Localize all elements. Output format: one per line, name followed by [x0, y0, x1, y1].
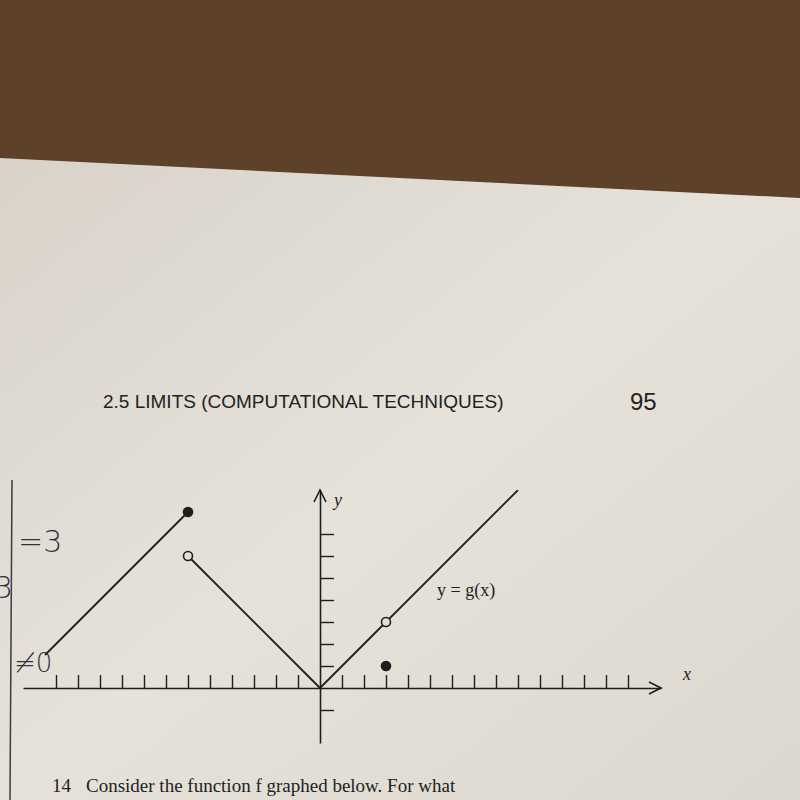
- marks: [45, 490, 518, 688]
- x-tick-mark: [408, 675, 409, 688]
- graph-segment: [320, 490, 518, 688]
- y-axis-line: [320, 491, 322, 744]
- y-axis: [320, 491, 334, 744]
- open-point: [382, 618, 391, 627]
- open-point: [184, 552, 193, 561]
- paper: [0, 158, 800, 800]
- x-tick: [628, 675, 629, 688]
- x-tick-mark: [540, 675, 541, 688]
- y-tick-mark: [320, 556, 334, 557]
- y-tick: [320, 666, 334, 667]
- page: 2.5 LIMITS (COMPUTATIONAL TECHNIQUES) 95 =…: [0, 0, 800, 800]
- x-tick: [166, 675, 167, 688]
- section-header: 2.5 LIMITS (COMPUTATIONAL TECHNIQUES): [103, 391, 503, 412]
- x-tick: [56, 675, 57, 688]
- x-tick: [474, 675, 475, 688]
- x-tick-mark: [628, 675, 629, 688]
- x-tick: [188, 675, 189, 688]
- y-tick: [320, 534, 334, 535]
- handwritten-note: =3: [18, 524, 62, 559]
- y-tick-mark: [320, 600, 334, 601]
- x-tick-mark: [298, 675, 299, 688]
- x-tick: [540, 675, 541, 688]
- desk: [0, 0, 800, 800]
- y-tick: [320, 556, 334, 557]
- x-tick-mark: [56, 675, 57, 688]
- x-tick: [408, 675, 409, 688]
- y-tick: [320, 622, 334, 623]
- x-tick-mark: [452, 675, 453, 688]
- x-axis: [24, 675, 662, 689]
- y-tick-mark: [320, 534, 334, 535]
- x-axis-label: x: [682, 664, 691, 684]
- y-arrow: [314, 490, 326, 502]
- x-tick: [144, 675, 145, 688]
- x-tick-mark: [518, 675, 519, 688]
- y-tick: [320, 600, 334, 601]
- handwritten-note: 3: [0, 570, 13, 605]
- x-tick-mark: [430, 675, 431, 688]
- x-tick-mark: [188, 675, 189, 688]
- x-tick: [254, 675, 255, 688]
- x-tick: [606, 675, 607, 688]
- x-tick: [562, 675, 563, 688]
- x-tick: [342, 675, 343, 688]
- x-tick-mark: [474, 675, 475, 688]
- x-tick-mark: [562, 675, 563, 688]
- x-tick-mark: [78, 675, 79, 688]
- graph-segment: [188, 556, 320, 688]
- closed-point: [382, 662, 391, 671]
- y-tick: [320, 710, 334, 711]
- x-tick-mark: [210, 675, 211, 688]
- x-tick: [430, 675, 431, 688]
- y-tick-mark: [320, 644, 334, 645]
- x-tick: [452, 675, 453, 688]
- x-tick: [276, 675, 277, 688]
- x-tick: [232, 675, 233, 688]
- x-tick-mark: [100, 675, 101, 688]
- x-tick-mark: [606, 675, 607, 688]
- x-tick-mark: [364, 675, 365, 688]
- x-tick: [78, 675, 79, 688]
- graph-segment: [45, 512, 188, 655]
- x-tick: [518, 675, 519, 688]
- function-label: y = g(x): [437, 580, 495, 601]
- problem-number: 14: [52, 775, 72, 796]
- x-tick-mark: [584, 675, 585, 688]
- closed-point: [184, 508, 193, 517]
- y-tick: [320, 644, 334, 645]
- x-tick: [584, 675, 585, 688]
- problem-text: Consider the function f graphed below. F…: [86, 775, 456, 796]
- x-tick-mark: [122, 675, 123, 688]
- x-tick-mark: [254, 675, 255, 688]
- x-tick-mark: [386, 675, 387, 688]
- x-tick: [364, 675, 365, 688]
- x-tick-mark: [144, 675, 145, 688]
- x-tick: [298, 675, 299, 688]
- x-arrow: [649, 682, 661, 694]
- y-tick-mark: [320, 666, 334, 667]
- y-tick-mark: [320, 710, 334, 711]
- page-number: 95: [630, 388, 657, 415]
- x-tick-mark: [166, 675, 167, 688]
- x-tick: [100, 675, 101, 688]
- y-tick: [320, 578, 334, 579]
- x-tick-mark: [232, 675, 233, 688]
- x-tick: [496, 675, 497, 688]
- y-tick-mark: [320, 578, 334, 579]
- pen-line: [10, 480, 12, 800]
- y-tick-mark: [320, 622, 334, 623]
- x-tick: [122, 675, 123, 688]
- x-tick-mark: [496, 675, 497, 688]
- x-tick: [386, 675, 387, 688]
- x-tick-mark: [342, 675, 343, 688]
- y-axis-label: y: [332, 490, 342, 510]
- x-tick-mark: [276, 675, 277, 688]
- x-tick: [210, 675, 211, 688]
